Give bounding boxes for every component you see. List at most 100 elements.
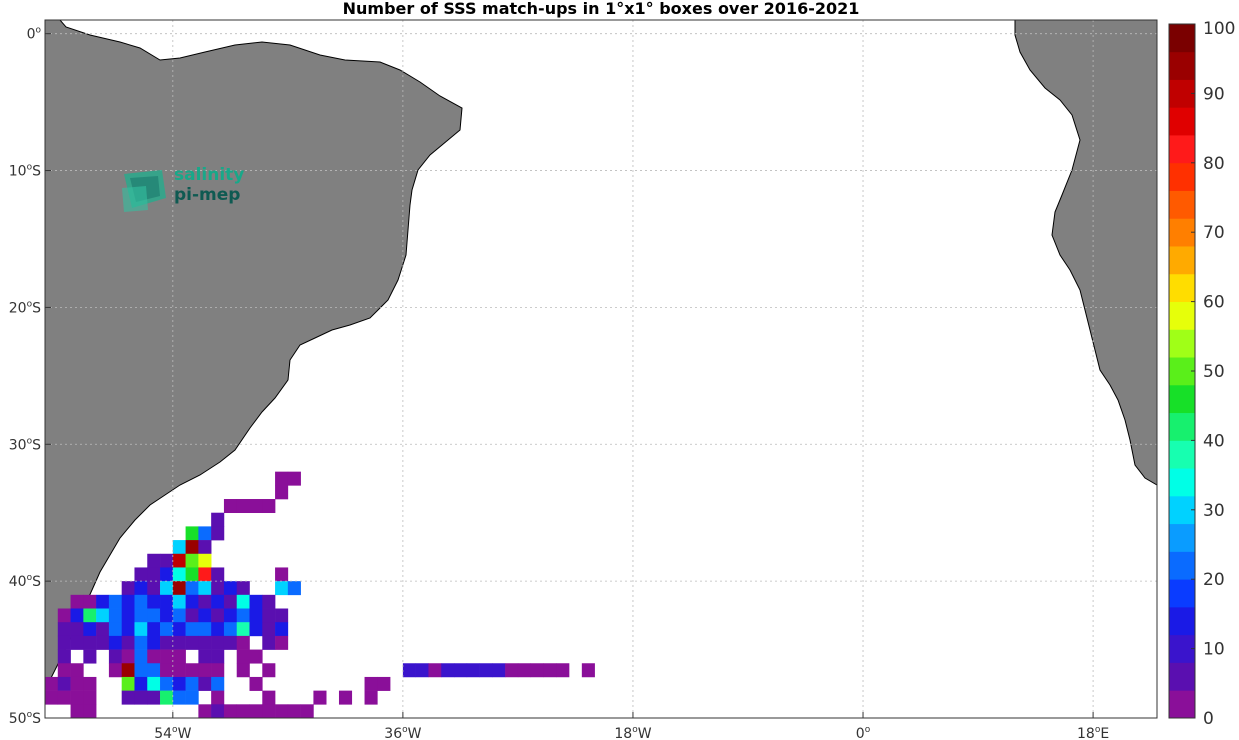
- logo-mark-icon: [122, 170, 166, 212]
- heatmap-cell: [134, 594, 148, 609]
- heatmap-cell: [108, 649, 122, 664]
- heatmap-cell: [198, 663, 212, 678]
- heatmap-cell: [198, 581, 212, 596]
- heatmap-cell: [160, 608, 174, 623]
- heatmap-cell: [185, 581, 199, 596]
- y-tick-label: 10oS: [9, 163, 41, 180]
- plot-frame: [44, 19, 1158, 719]
- colorbar-segment: [1169, 412, 1195, 441]
- heatmap-cell: [121, 635, 135, 650]
- colorbar-tick-label: 50: [1203, 362, 1225, 382]
- heatmap-cell: [83, 649, 97, 664]
- heatmap-cell: [198, 608, 212, 623]
- heatmap-cell: [134, 690, 148, 705]
- colorbar-tick-label: 10: [1203, 640, 1225, 660]
- colorbar-segment: [1169, 329, 1195, 358]
- heatmap-cell: [70, 608, 84, 623]
- heatmap-cell: [236, 499, 250, 514]
- heatmap-cell: [121, 690, 135, 705]
- heatmap-cell: [441, 663, 455, 678]
- y-tick-label: 30oS: [9, 436, 41, 453]
- heatmap-cell: [172, 690, 186, 705]
- heatmap-cell: [147, 608, 161, 623]
- colorbar: 0 10 20 30 40 50 60 70 80 90 100: [1168, 19, 1235, 729]
- heatmap-cell: [160, 594, 174, 609]
- heatmap-cell: [262, 499, 276, 514]
- heatmap-cell: [147, 581, 161, 596]
- heatmap-cell: [275, 704, 289, 719]
- x-tick-label: 36oW: [384, 725, 421, 740]
- heatmap-cell: [121, 649, 135, 664]
- heatmap-cell: [236, 594, 250, 609]
- heatmap-cell: [160, 581, 174, 596]
- heatmap-cell: [211, 512, 225, 527]
- heatmap-cell: [108, 635, 122, 650]
- heatmap-cell: [275, 635, 289, 650]
- heatmap-cell: [492, 663, 506, 678]
- heatmap-cell: [134, 649, 148, 664]
- heatmap-cell: [198, 567, 212, 582]
- heatmap-cell: [543, 663, 557, 678]
- heatmap-cell: [198, 635, 212, 650]
- heatmap-cell: [134, 622, 148, 637]
- heatmap-cell: [236, 649, 250, 664]
- colorbar-segment: [1169, 51, 1195, 80]
- heatmap-cell: [223, 608, 238, 623]
- heatmap-cell: [160, 622, 174, 637]
- heatmap-cell: [581, 663, 595, 678]
- heatmap-cell: [160, 635, 174, 650]
- heatmap-cell: [185, 635, 199, 650]
- heatmap-cell: [211, 690, 225, 705]
- heatmap-cell: [236, 581, 250, 596]
- heatmap-cell: [83, 690, 97, 705]
- heatmap-cell: [198, 676, 212, 691]
- heatmap-cell: [236, 635, 250, 650]
- axis-ticks: 54oW 36oW 18oW 0o 18oE 0o 10oS 20oS 30oS 40oS 50oS: [9, 26, 1109, 740]
- heatmap-cell: [198, 704, 212, 719]
- colorbar-segment: [1169, 551, 1195, 580]
- heatmap-cell: [364, 690, 378, 705]
- heatmap-cell: [211, 649, 225, 664]
- heatmap-cell: [479, 663, 493, 678]
- heatmap-cell: [134, 676, 148, 691]
- heatmap-cell: [45, 676, 59, 691]
- heatmap-cell: [211, 635, 225, 650]
- x-tick-label: 18oW: [614, 725, 651, 740]
- heatmap-cell: [211, 663, 225, 678]
- heatmap-cell: [223, 635, 238, 650]
- heatmap-cell: [160, 567, 174, 582]
- heatmap-cell: [275, 622, 289, 637]
- heatmap-cell: [83, 594, 97, 609]
- y-tick-label: 0o: [27, 26, 42, 43]
- heatmap-cell: [198, 649, 212, 664]
- y-tick-label: 40oS: [9, 573, 41, 590]
- heatmap-cell: [211, 608, 225, 623]
- heatmap-cell: [70, 622, 84, 637]
- heatmap-cell: [517, 663, 532, 678]
- colorbar-segment: [1169, 606, 1195, 636]
- heatmap-cell: [466, 663, 480, 678]
- y-tick-label: 20oS: [9, 299, 41, 316]
- heatmap-cell: [236, 608, 250, 623]
- colorbar-tick-label: 80: [1203, 154, 1225, 174]
- heatmap-cells: [45, 471, 595, 719]
- colorbar-segment: [1169, 135, 1195, 164]
- heatmap-cell: [211, 526, 225, 541]
- heatmap-cell: [275, 608, 289, 623]
- heatmap-cell: [262, 635, 276, 650]
- heatmap-cell: [262, 663, 276, 678]
- heatmap-cell: [223, 581, 238, 596]
- heatmap-cell: [262, 622, 276, 637]
- colorbar-segment: [1169, 24, 1195, 53]
- heatmap-cell: [57, 690, 71, 705]
- heatmap-cell: [415, 663, 429, 678]
- heatmap-cell: [185, 608, 199, 623]
- heatmap-cell: [275, 567, 289, 582]
- heatmap-cell: [211, 622, 225, 637]
- heatmap-cell: [70, 663, 84, 678]
- heatmap-cell: [211, 581, 225, 596]
- heatmap-cell: [147, 690, 161, 705]
- colorbar-segment: [1169, 468, 1195, 497]
- heatmap-cell: [70, 594, 84, 609]
